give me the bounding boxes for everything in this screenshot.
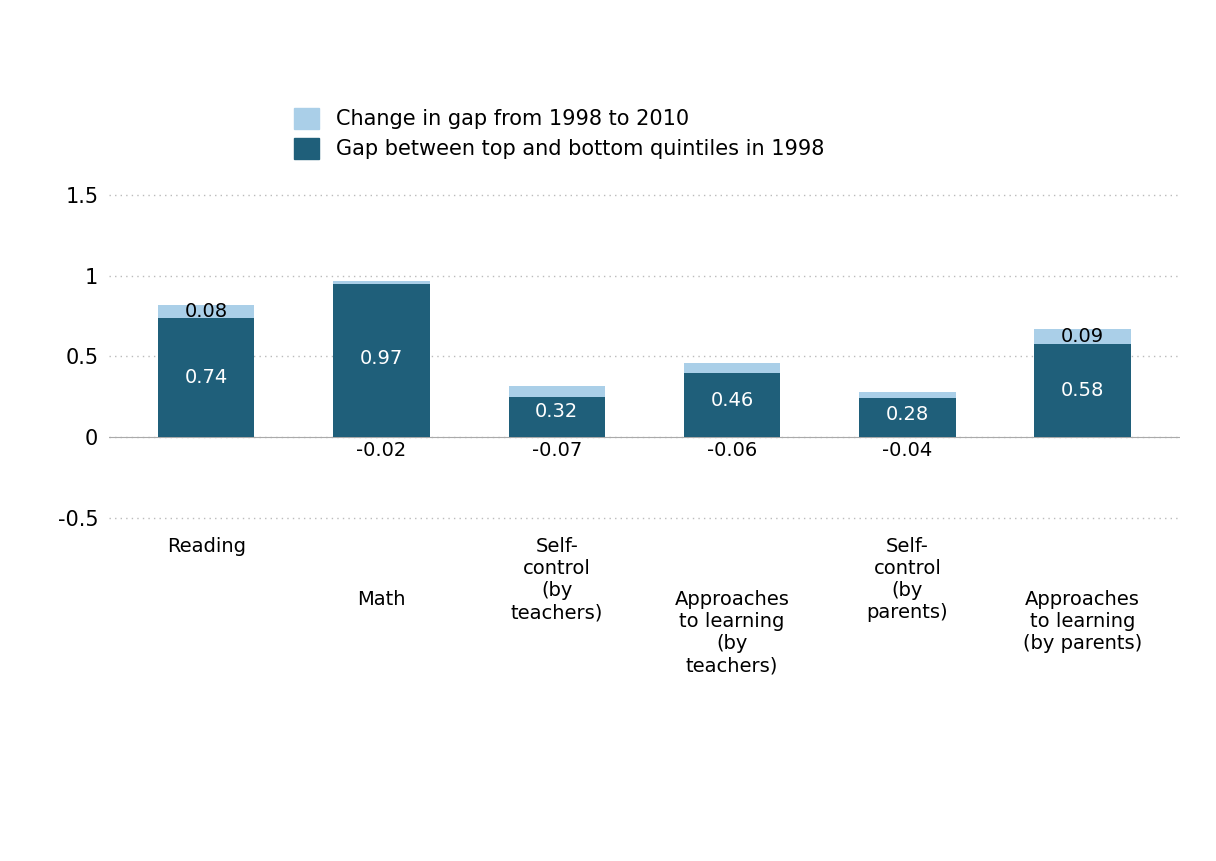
Bar xyxy=(1035,344,1131,437)
Text: Self-
control
(by
parents): Self- control (by parents) xyxy=(867,537,948,622)
Text: Approaches
to learning
(by
teachers): Approaches to learning (by teachers) xyxy=(675,591,789,675)
Bar xyxy=(860,392,956,437)
Bar xyxy=(1035,329,1131,344)
Bar xyxy=(683,363,781,373)
Text: -0.06: -0.06 xyxy=(706,441,758,460)
Bar xyxy=(860,392,956,399)
Legend: Change in gap from 1998 to 2010, Gap between top and bottom quintiles in 1998: Change in gap from 1998 to 2010, Gap bet… xyxy=(283,97,834,170)
Text: 0.32: 0.32 xyxy=(535,402,579,421)
Text: 0.08: 0.08 xyxy=(185,302,227,321)
Text: -0.02: -0.02 xyxy=(356,441,406,460)
Bar xyxy=(158,318,254,437)
Text: 0.97: 0.97 xyxy=(360,350,404,369)
Bar xyxy=(683,363,781,437)
Text: 0.58: 0.58 xyxy=(1062,381,1104,400)
Bar xyxy=(508,386,606,397)
Text: Reading: Reading xyxy=(167,537,246,556)
Text: Approaches
to learning
(by parents): Approaches to learning (by parents) xyxy=(1023,591,1142,653)
Text: Self-
control
(by
teachers): Self- control (by teachers) xyxy=(511,537,603,622)
Text: 0.09: 0.09 xyxy=(1062,327,1104,346)
Bar xyxy=(508,386,606,437)
Bar xyxy=(333,281,429,437)
Text: 0.28: 0.28 xyxy=(885,405,929,424)
Text: 0.46: 0.46 xyxy=(710,391,754,410)
Bar xyxy=(333,281,429,284)
Text: -0.04: -0.04 xyxy=(883,441,933,460)
Text: -0.07: -0.07 xyxy=(531,441,582,460)
Bar xyxy=(158,305,254,318)
Text: Math: Math xyxy=(358,591,406,610)
Text: 0.74: 0.74 xyxy=(185,368,227,387)
